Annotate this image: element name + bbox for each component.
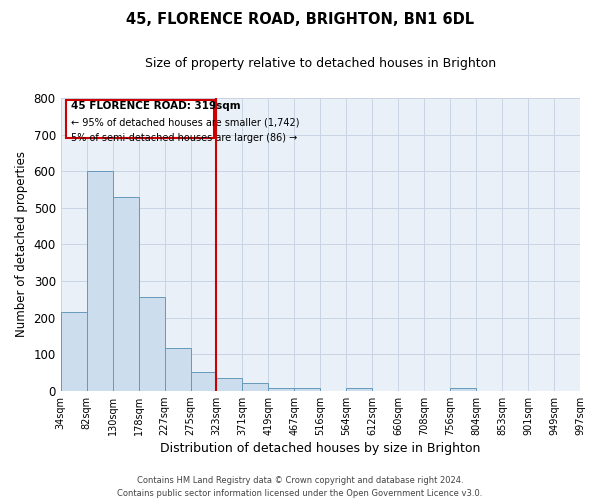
- Bar: [164, 348, 191, 391]
- Bar: [346, 388, 372, 390]
- Bar: [191, 372, 217, 390]
- Bar: [217, 378, 242, 390]
- Bar: [450, 388, 476, 390]
- Bar: [268, 388, 295, 390]
- X-axis label: Distribution of detached houses by size in Brighton: Distribution of detached houses by size …: [160, 442, 481, 455]
- FancyBboxPatch shape: [66, 100, 214, 138]
- Text: 5% of semi-detached houses are larger (86) →: 5% of semi-detached houses are larger (8…: [71, 133, 298, 143]
- Bar: [242, 384, 268, 390]
- Title: Size of property relative to detached houses in Brighton: Size of property relative to detached ho…: [145, 58, 496, 70]
- Bar: [139, 298, 164, 390]
- Text: 45, FLORENCE ROAD, BRIGHTON, BN1 6DL: 45, FLORENCE ROAD, BRIGHTON, BN1 6DL: [126, 12, 474, 28]
- Text: ← 95% of detached houses are smaller (1,742): ← 95% of detached houses are smaller (1,…: [71, 117, 299, 127]
- Y-axis label: Number of detached properties: Number of detached properties: [15, 152, 28, 338]
- Text: 45 FLORENCE ROAD: 319sqm: 45 FLORENCE ROAD: 319sqm: [71, 101, 241, 111]
- Bar: [113, 197, 139, 390]
- Bar: [295, 388, 320, 390]
- Bar: [61, 312, 86, 390]
- Text: Contains HM Land Registry data © Crown copyright and database right 2024.
Contai: Contains HM Land Registry data © Crown c…: [118, 476, 482, 498]
- Bar: [86, 171, 113, 390]
